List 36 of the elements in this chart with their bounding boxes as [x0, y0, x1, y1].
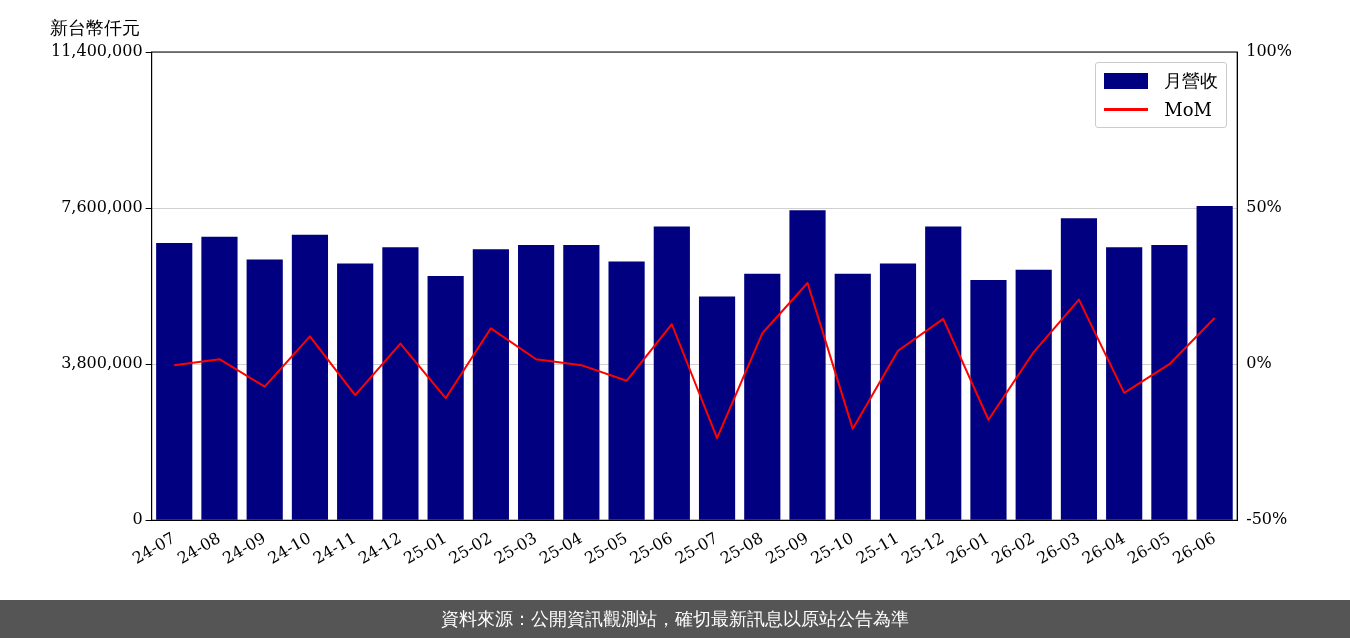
bar [653, 226, 690, 520]
bar [246, 259, 283, 520]
bar [563, 245, 600, 520]
y2-tick-label: 0% [1246, 353, 1272, 373]
source-note: 資料來源：公開資訊觀測站，確切最新訊息以原站公告為準 [0, 600, 1350, 638]
bar [156, 243, 193, 520]
legend-label: 月營收 [1164, 69, 1219, 93]
bar [1060, 218, 1098, 520]
y-axis-title: 新台幣仟元 [49, 17, 140, 38]
bar [879, 263, 917, 520]
legend-label: MoM [1164, 98, 1212, 120]
bar [970, 279, 1007, 520]
y-tick-label: 0 [132, 509, 143, 529]
bar [518, 245, 555, 520]
y2-tick-label: 100% [1246, 41, 1293, 61]
bar [337, 263, 374, 520]
bar [744, 273, 781, 520]
bar [789, 210, 826, 520]
bar [291, 234, 329, 520]
bar [1151, 245, 1188, 520]
bar [834, 273, 871, 520]
bar [472, 249, 509, 520]
bar [698, 296, 736, 520]
bar [608, 261, 645, 520]
bar [1196, 206, 1233, 520]
bar [382, 247, 419, 520]
y2-tick-label: -50% [1246, 509, 1288, 529]
bar [201, 236, 238, 520]
bar [1106, 247, 1143, 520]
y-tick-label: 11,400,000 [51, 41, 143, 61]
y-tick-label: 7,600,000 [61, 197, 143, 217]
y2-tick-label: 50% [1246, 197, 1282, 217]
y-tick-label: 3,800,000 [61, 353, 143, 373]
bar [1015, 269, 1052, 520]
bar [427, 275, 464, 520]
bar [925, 226, 962, 520]
